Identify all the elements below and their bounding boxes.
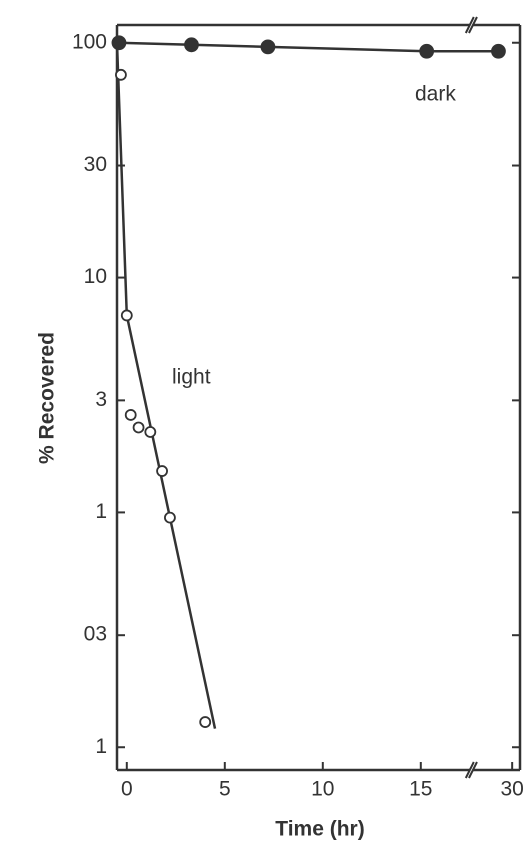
series-line — [118, 41, 499, 53]
y-tick-label: 30 — [84, 153, 107, 176]
data-point — [124, 409, 137, 421]
data-point — [199, 716, 212, 728]
data-point — [156, 465, 168, 477]
y-tick-label: 1 — [95, 500, 107, 523]
data-point — [111, 35, 127, 51]
axis-break — [464, 16, 475, 34]
x-axis-title: Time (hr) — [275, 818, 364, 841]
data-point — [491, 43, 506, 59]
data-point — [115, 68, 127, 81]
x-tick-label: 15 — [409, 778, 432, 801]
x-tick-label: 0 — [121, 778, 133, 801]
y-tick-label: 3 — [95, 388, 107, 411]
series-label: light — [172, 366, 211, 389]
data-point — [164, 511, 176, 524]
data-point — [260, 39, 276, 55]
y-tick-label: 10 — [84, 265, 107, 288]
data-point — [184, 37, 199, 53]
data-point — [120, 309, 133, 322]
x-tick-label: 5 — [219, 778, 231, 801]
data-point — [144, 426, 157, 438]
axis-break — [468, 761, 478, 779]
x-tick-label: 10 — [311, 778, 334, 801]
axis-break — [468, 16, 478, 34]
series-label: dark — [415, 83, 456, 106]
axis-break — [464, 761, 475, 779]
data-point — [419, 43, 435, 59]
data-point — [132, 421, 145, 434]
y-tick-label: 03 — [84, 623, 107, 646]
y-axis-title: % Recovered — [36, 332, 59, 464]
y-tick-label: 100 — [72, 30, 107, 53]
y-tick-label: 1 — [95, 735, 107, 758]
x-tick-label: 30 — [500, 778, 523, 801]
